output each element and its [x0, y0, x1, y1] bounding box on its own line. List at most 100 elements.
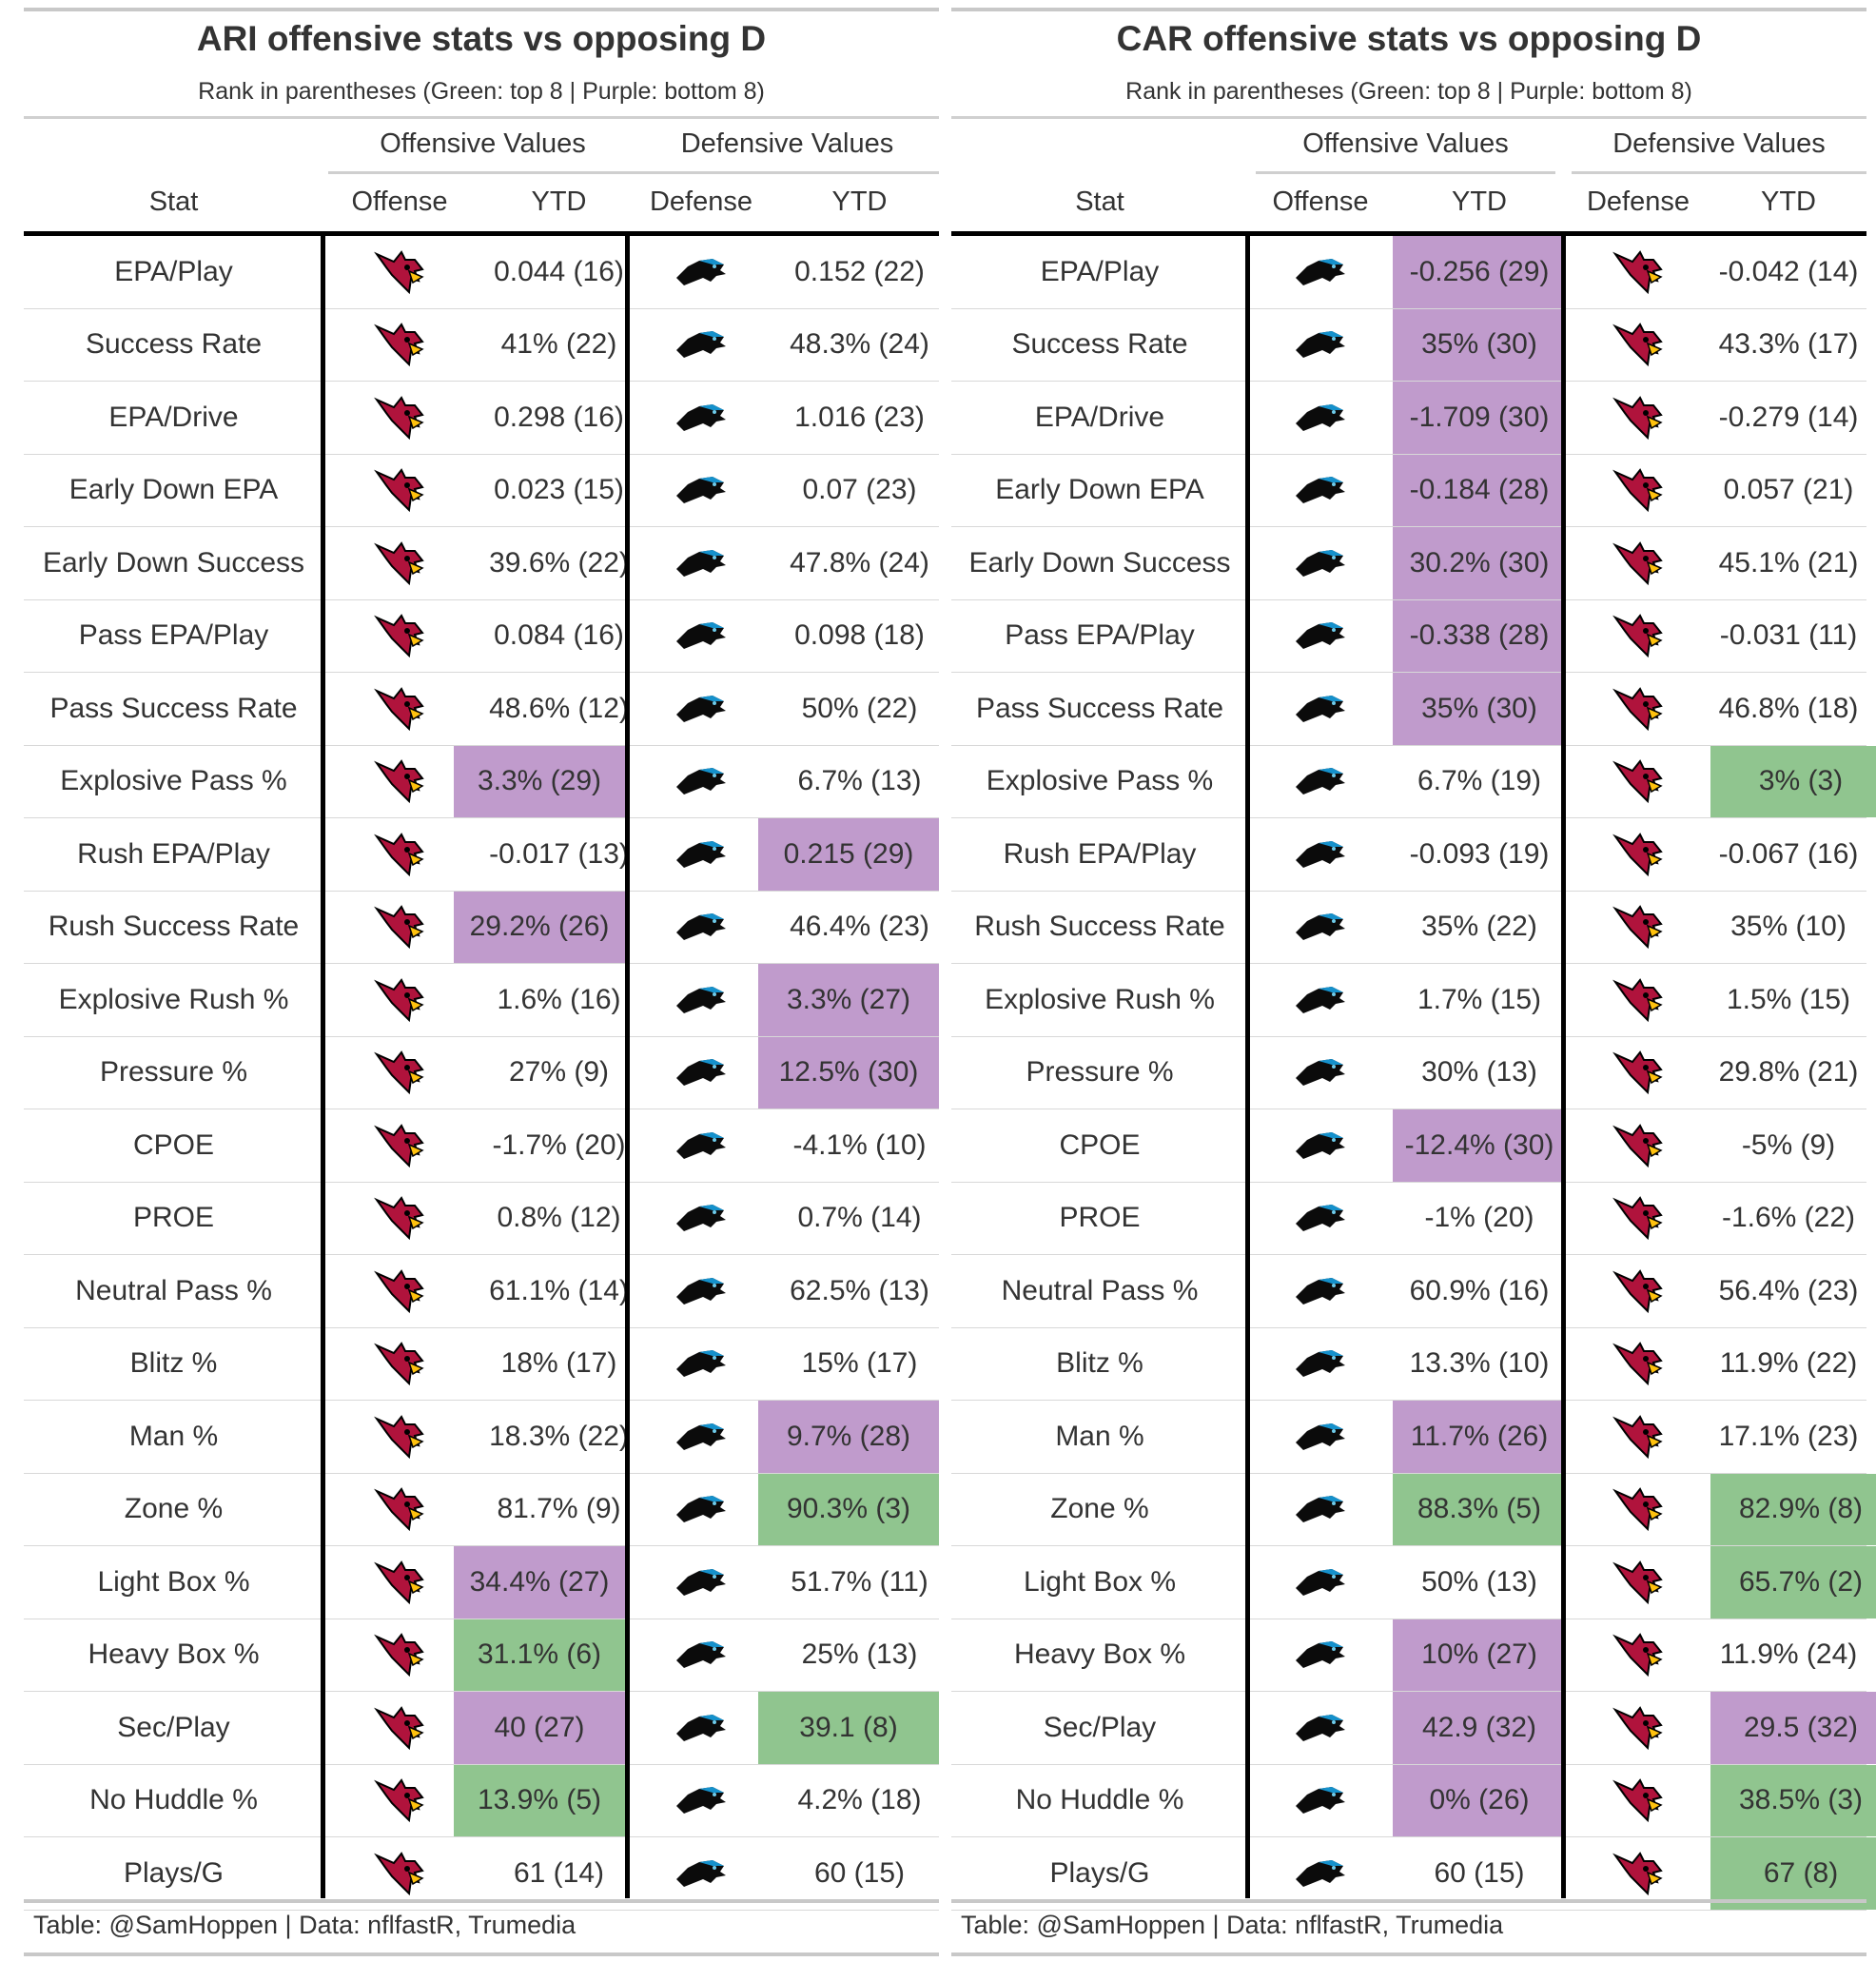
cardinals-logo — [373, 1194, 426, 1242]
offense-logo-cell — [1248, 1837, 1393, 1910]
offense-logo-cell — [1248, 1619, 1393, 1692]
col-header-stat: Stat — [1075, 186, 1124, 217]
defense-ytd-cell: 1.5% (15) — [1726, 983, 1851, 1015]
stat-name-cell: Rush EPA/Play — [77, 837, 270, 870]
panthers-logo — [674, 1053, 728, 1091]
stat-name-cell: EPA/Drive — [1034, 401, 1165, 433]
table-row: Pass EPA/Play -0.338 (28) -0.031 (11) — [951, 599, 1866, 673]
offense-logo-cell — [1248, 600, 1393, 673]
offense-ytd-cell: 35% (22) — [1421, 911, 1537, 943]
table-row: Pass Success Rate 35% (30) 46.8% (18) — [951, 673, 1866, 746]
cardinals-logo — [373, 612, 426, 659]
defense-logo-cell — [1566, 1692, 1710, 1764]
cardinals-logo — [1612, 321, 1665, 368]
panthers-logo — [674, 908, 728, 946]
stat-name-cell: Heavy Box % — [88, 1638, 260, 1671]
defense-ytd-cell: 43.3% (17) — [1718, 328, 1859, 361]
panthers-logo — [674, 1418, 728, 1456]
defensive-spanner-line — [1572, 171, 1866, 174]
offense-ytd-cell: 30% (13) — [1421, 1056, 1537, 1089]
defense-ytd-cell: 56.4% (23) — [1718, 1274, 1859, 1306]
offense-logo-cell — [323, 1837, 476, 1910]
panthers-logo — [674, 544, 728, 582]
cardinals-logo — [1612, 1267, 1665, 1315]
offense-logo-cell — [323, 1692, 476, 1764]
defense-logo-cell — [1566, 892, 1710, 964]
stat-name-cell: CPOE — [1059, 1128, 1141, 1161]
cardinals-logo — [1612, 1194, 1665, 1242]
offense-ytd-cell: 0.044 (16) — [494, 255, 624, 287]
panthers-logo — [1294, 908, 1347, 946]
offense-logo-cell — [323, 1765, 476, 1837]
defensive-values-spanner: Defensive Values — [680, 128, 894, 159]
offense-ytd-cell: 0.8% (12) — [497, 1202, 621, 1234]
offense-logo-cell — [323, 236, 476, 308]
defense-logo-cell — [1566, 818, 1710, 891]
stat-name-cell: Explosive Pass % — [986, 765, 1214, 797]
table-row: Early Down EPA -0.184 (28) 0.057 (21) — [951, 454, 1866, 527]
defense-ytd-cell: -0.042 (14) — [1718, 255, 1859, 287]
offense-ytd-cell: 13.9% (5) — [454, 1764, 625, 1836]
bottom-rule — [951, 1952, 1866, 1956]
offense-ytd-cell: -0.256 (29) — [1393, 236, 1566, 308]
table-row: Pressure % 27% (9) 12.5% (30) — [24, 1036, 939, 1109]
defense-ytd-cell: 25% (13) — [801, 1638, 918, 1671]
offense-logo-cell — [323, 818, 476, 891]
cardinals-logo — [1612, 1049, 1665, 1096]
offense-ytd-cell: -0.338 (28) — [1393, 599, 1566, 672]
table-row: Sec/Play 40 (27) 39.1 (8) — [24, 1692, 939, 1765]
panthers-logo — [1294, 1563, 1347, 1601]
panthers-logo — [1294, 1199, 1347, 1237]
bottom-rule — [951, 1899, 1866, 1903]
offense-ytd-cell: -0.093 (19) — [1409, 837, 1550, 870]
stat-name-cell: EPA/Play — [114, 255, 233, 287]
offense-logo-cell — [1248, 1255, 1393, 1327]
table-row: Success Rate 35% (30) 43.3% (17) — [951, 308, 1866, 382]
offense-logo-cell — [1248, 818, 1393, 891]
table-row: Early Down EPA 0.023 (15) 0.07 (23) — [24, 455, 939, 527]
cardinals-logo — [373, 1267, 426, 1315]
cardinals-logo — [1612, 757, 1665, 805]
offense-ytd-cell: 42.9 (32) — [1393, 1692, 1566, 1764]
header-divider — [951, 116, 1866, 119]
table-row: Neutral Pass % 60.9% (16) 56.4% (23) — [951, 1255, 1866, 1328]
panthers-logo — [674, 325, 728, 363]
table-row: CPOE -1.7% (20) -4.1% (10) — [24, 1109, 939, 1183]
offense-logo-cell — [323, 527, 476, 599]
panthers-logo — [1294, 1127, 1347, 1165]
table-row: Rush Success Rate 29.2% (26) 46.4% (23) — [24, 891, 939, 964]
stat-name-cell: Blitz % — [1056, 1347, 1143, 1380]
col-header-offense: Offense — [1272, 186, 1369, 217]
defense-logo-cell — [1566, 1546, 1710, 1619]
defensive-values-spanner: Defensive Values — [1612, 128, 1826, 159]
offense-ytd-cell: 31.1% (6) — [454, 1619, 625, 1691]
cardinals-logo — [1612, 976, 1665, 1024]
col-header-def-ytd: YTD — [831, 186, 888, 217]
cardinals-logo — [1612, 248, 1665, 296]
offense-ytd-cell: -1.7% (20) — [492, 1128, 626, 1161]
col-header-offense: Offense — [351, 186, 448, 217]
column-divider — [625, 231, 630, 1898]
offense-logo-cell — [1248, 746, 1393, 818]
panthers-logo — [674, 981, 728, 1019]
offense-logo-cell — [1248, 236, 1393, 308]
offense-ytd-cell: 39.6% (22) — [489, 546, 629, 579]
panthers-logo — [1294, 325, 1347, 363]
panthers-logo — [1294, 1053, 1347, 1091]
offense-ytd-cell: 0.023 (15) — [494, 474, 624, 506]
table-row: Sec/Play 42.9 (32) 29.5 (32) — [951, 1692, 1876, 1765]
table-row: Heavy Box % 31.1% (6) 25% (13) — [24, 1619, 939, 1692]
defense-ytd-cell: 3.3% (27) — [758, 964, 939, 1036]
defense-ytd-cell: 0.07 (23) — [802, 474, 917, 506]
offense-logo-cell — [323, 1037, 476, 1109]
panthers-logo — [674, 1272, 728, 1310]
cardinals-logo — [1612, 394, 1665, 441]
table-body: EPA/Play -0.256 (29) -0.042 (14) Success Ra… — [951, 236, 1876, 1911]
panthers-logo — [1294, 544, 1347, 582]
stat-name-cell: Blitz % — [129, 1347, 218, 1380]
defense-logo-cell — [631, 964, 772, 1036]
table-title: CAR offensive stats vs opposing D — [1116, 19, 1702, 58]
cardinals-logo — [1612, 540, 1665, 587]
defense-ytd-cell: -4.1% (10) — [792, 1128, 927, 1161]
stat-name-cell: Pass Success Rate — [975, 692, 1224, 724]
